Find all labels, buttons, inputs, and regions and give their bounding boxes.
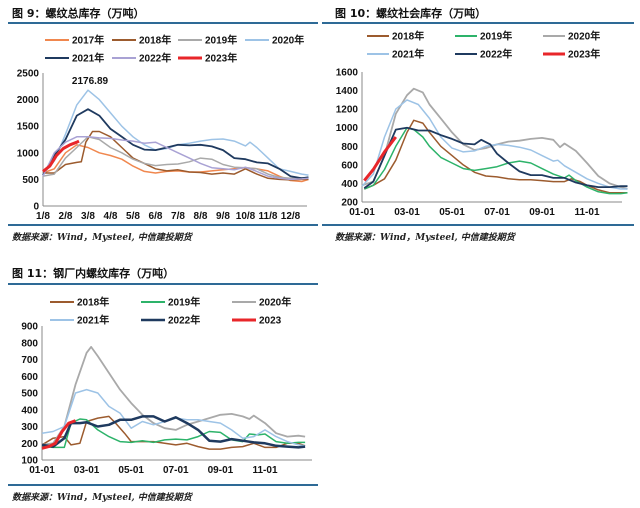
- chart10-x-tick-label: 01-01: [349, 207, 375, 218]
- chart10-legend-label: 2019年: [480, 30, 512, 43]
- chart11-series-line: [41, 419, 77, 450]
- chart9-x-tick-label: 7/8: [171, 211, 185, 222]
- chart9-series-line: [42, 136, 309, 181]
- chart10-x-tick-label: 11-01: [574, 207, 599, 218]
- chart9-legend-label: 2017年: [72, 34, 104, 47]
- chart9-legend-label: 2021年: [72, 52, 104, 65]
- chart9-x-tick-label: 4/8: [104, 211, 118, 222]
- chart10-legend-label: 2020年: [568, 30, 600, 43]
- chart10-x-tick-label: 03-01: [394, 207, 420, 218]
- chart11-x-tick-label: 01-01: [29, 465, 55, 476]
- chart9-x-tick-label: 2/8: [59, 211, 73, 222]
- chart11-legend-label: 2021年: [77, 314, 109, 327]
- chart9-x-tick-label: 11/8: [259, 211, 278, 222]
- chart10-y-tick-label: 600: [341, 160, 358, 171]
- chart10-y-tick-label: 1000: [336, 123, 359, 134]
- chart11-bottom-rule: [8, 484, 318, 486]
- chart9-bottom-rule: [8, 224, 318, 226]
- chart10-legend-label: 2021年: [392, 48, 424, 61]
- chart11-legend-label: 2020年: [259, 296, 291, 309]
- chart11-legend-label: 2019年: [168, 296, 200, 309]
- chart9-title: 图 9：螺纹总库存（万吨）: [12, 7, 145, 20]
- chart9-y-tick-label: 2500: [17, 69, 40, 80]
- chart9-x-tick-label: 10/8: [236, 211, 256, 222]
- chart10-y-tick-label: 800: [341, 142, 358, 153]
- chart11-legend-label: 2018年: [77, 296, 109, 309]
- chart9-series-line: [42, 144, 309, 183]
- chart11-series-line: [41, 415, 306, 449]
- chart9-legend-label: 2018年: [139, 34, 171, 47]
- chart11-y-tick-label: 800: [21, 338, 38, 349]
- chart11-legend-label: 2022年: [168, 314, 200, 327]
- chart11-y-tick-label: 500: [21, 389, 38, 400]
- chart9-x-tick-label: 9/8: [216, 211, 230, 222]
- chart10-legend-label: 2018年: [392, 30, 424, 43]
- chart9-series-line: [42, 108, 309, 180]
- chart9-x-tick-label: 3/8: [81, 211, 95, 222]
- chart10-series-line: [361, 99, 628, 190]
- chart9-x-tick-label: 5/8: [126, 211, 140, 222]
- chart11-x-tick-label: 07-01: [163, 465, 189, 476]
- chart9-top-rule: [8, 22, 318, 24]
- chart10-legend-label: 2023年: [568, 48, 600, 61]
- chart10-legend-label: 2022年: [480, 48, 512, 61]
- chart9-y-tick-label: 0: [33, 202, 39, 213]
- chart10-x-tick-label: 07-01: [484, 207, 510, 218]
- chart9-x-tick-label: 12/8: [281, 211, 301, 222]
- chart10-series-line: [363, 136, 397, 182]
- chart11-y-tick-label: 300: [21, 422, 38, 433]
- chart9-y-tick-label: 1000: [17, 148, 40, 159]
- chart11-x-tick-label: 05-01: [118, 465, 144, 476]
- chart10-y-tick-label: 1200: [336, 105, 359, 116]
- chart11-series-line: [41, 346, 306, 446]
- chart10-bottom-rule: [322, 224, 634, 226]
- chart11-y-tick-label: 200: [21, 439, 38, 450]
- chart9-series-line: [42, 139, 80, 173]
- chart10-y-tick-label: 400: [341, 179, 358, 190]
- chart10-top-rule: [322, 22, 634, 24]
- chart9-legend-label: 2020年: [272, 34, 304, 47]
- chart9-y-tick-label: 1500: [17, 122, 40, 133]
- chart9-x-tick-label: 6/8: [149, 211, 163, 222]
- chart11-top-rule: [8, 283, 318, 285]
- chart9-legend-label: 2023年: [205, 52, 237, 65]
- chart11-y-tick-label: 900: [21, 322, 38, 333]
- chart11-y-tick-label: 400: [21, 405, 38, 416]
- chart11-x-tick-label: 11-01: [252, 465, 277, 476]
- chart9-peak-annotation: 2176.89: [72, 76, 109, 87]
- chart10-source: 数据来源：Wind，Mysteel, 中信建投期货: [335, 233, 515, 243]
- chart9-x-tick-label: 8/8: [194, 211, 208, 222]
- chart9-series-line: [43, 130, 309, 181]
- chart9-y-tick-label: 500: [22, 175, 39, 186]
- chart9-legend-label: 2019年: [205, 34, 237, 47]
- chart11-series-line: [41, 418, 306, 449]
- chart11-source: 数据来源：Wind，Mysteel, 中信建投期货: [12, 493, 192, 503]
- chart11-x-tick-label: 03-01: [74, 465, 100, 476]
- chart11-y-tick-label: 700: [21, 355, 38, 366]
- chart10-series-line: [363, 126, 628, 189]
- chart10-x-tick-label: 09-01: [529, 207, 555, 218]
- chart11-legend-label: 2023: [259, 316, 282, 327]
- chart10-series-line: [364, 119, 628, 194]
- chart9-y-tick-label: 2000: [17, 95, 40, 106]
- chart9-source: 数据来源：Wind，Mysteel, 中信建投期货: [12, 233, 192, 243]
- chart9-series-line: [42, 89, 309, 176]
- chart11-y-tick-label: 100: [21, 456, 38, 467]
- chart11-x-tick-label: 09-01: [208, 465, 234, 476]
- chart11-series-line: [41, 415, 306, 450]
- chart10-y-tick-label: 200: [341, 198, 358, 209]
- chart10-series-line: [364, 126, 628, 195]
- chart11-title: 图 11：钢厂内螺纹库存（万吨）: [12, 267, 175, 280]
- chart11-y-tick-label: 600: [21, 372, 38, 383]
- chart9-x-tick-label: 1/8: [36, 211, 50, 222]
- chart10-y-tick-label: 1400: [336, 86, 359, 97]
- chart9-legend-label: 2022年: [139, 52, 171, 65]
- chart10-x-tick-label: 05-01: [439, 207, 465, 218]
- chart10-y-tick-label: 1600: [336, 68, 359, 79]
- chart10-title: 图 10：螺纹社会库存（万吨）: [335, 7, 487, 20]
